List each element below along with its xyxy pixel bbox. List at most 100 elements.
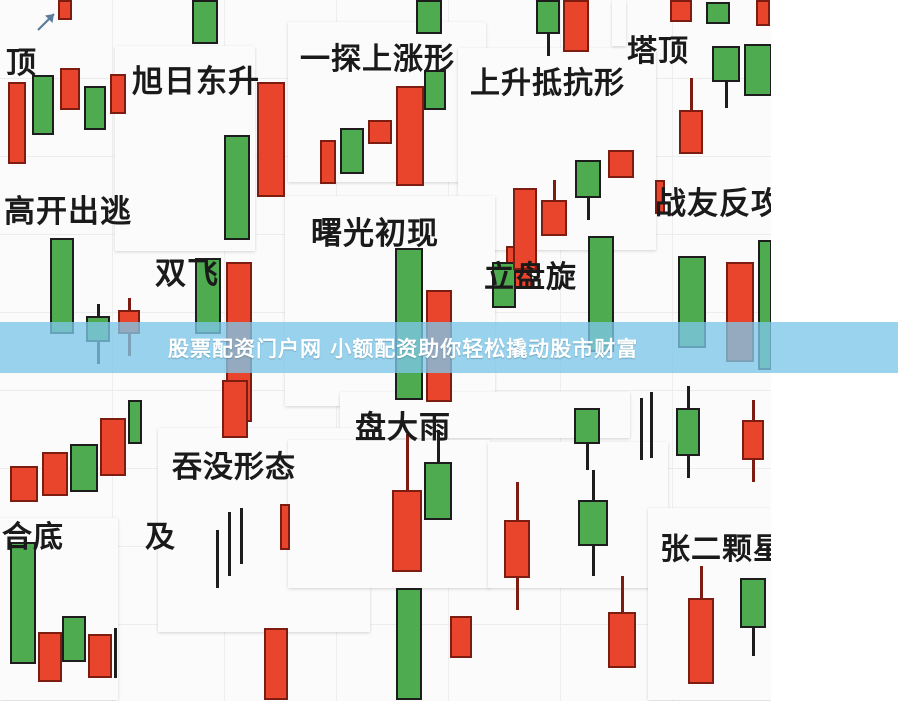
candle-body (60, 68, 80, 110)
candlestick-down (756, 0, 770, 26)
candlestick-down (58, 0, 72, 20)
candle-body (32, 75, 54, 135)
candle-body (655, 180, 665, 214)
candlestick-up (574, 408, 600, 470)
candlestick-pattern-collage: 顶旭日东升 一探上涨形 上升抵抗形 塔顶 高开出逃 双飞 曙光初现 立盘旋 战友反攻 盘大雨 吞没形… (0, 0, 771, 701)
candlestick-up (62, 616, 86, 662)
candlestick-up (744, 44, 771, 96)
candlestick-down (655, 180, 665, 214)
pattern-label: 塔顶 (627, 34, 689, 69)
candlestick-down (257, 82, 285, 197)
candle-body (128, 400, 142, 444)
candle-body (264, 628, 288, 700)
candlestick-up (192, 0, 218, 44)
candlestick-up (678, 256, 706, 348)
candle-body (110, 74, 126, 114)
candlestick-down (450, 616, 472, 658)
candle-body (450, 616, 472, 658)
candle-body (536, 0, 560, 34)
candlestick-down (110, 74, 126, 114)
candle-body (192, 0, 218, 44)
candlestick-up (70, 444, 98, 492)
candle-body (8, 82, 26, 164)
candle-body (368, 120, 392, 144)
candlestick-down (280, 504, 290, 550)
candle-body (726, 262, 754, 362)
candlestick-up (86, 304, 110, 364)
candle-body (392, 490, 422, 572)
candle-body (756, 0, 770, 26)
candle-body (38, 632, 62, 682)
candlestick-down (42, 452, 68, 496)
candle-body (563, 0, 589, 52)
candle-body (58, 0, 72, 20)
candlestick-down (688, 566, 714, 684)
candle-body (118, 310, 140, 334)
candlestick-down (264, 628, 288, 700)
candle-body (10, 542, 36, 664)
candlestick-up (395, 248, 423, 400)
pattern-label: 及 (145, 520, 176, 555)
candlestick-down (320, 140, 336, 184)
candlestick-down (742, 400, 764, 482)
mid-stroke-2 (650, 392, 653, 458)
candlestick-up (416, 0, 442, 34)
candlestick-down (608, 150, 634, 178)
candle-body (608, 150, 634, 178)
candle-body (426, 290, 452, 402)
pattern-label: 曙光初现 (311, 216, 439, 252)
candle-body (676, 408, 700, 456)
pattern-label: 双飞 (155, 256, 219, 292)
candlestick-up (84, 86, 106, 130)
candlestick-down (60, 68, 80, 110)
candle-body (395, 248, 423, 400)
candlestick-up (32, 75, 54, 135)
candlestick-up (424, 430, 452, 520)
mid-stroke-1 (640, 398, 643, 460)
candlestick-down (396, 86, 424, 186)
candle-body (541, 200, 567, 236)
candlestick-down (368, 120, 392, 144)
candle-body (424, 462, 452, 520)
candlestick-down (426, 290, 452, 402)
candlestick-up (536, 0, 560, 56)
candle-body (257, 82, 285, 197)
pattern-label: 盘大雨 (355, 410, 451, 446)
tun-mo-right-card (288, 440, 490, 588)
candlestick-down (8, 82, 26, 164)
candle-body (678, 256, 706, 348)
candlestick-down (504, 482, 530, 610)
pattern-label: 顶 (6, 46, 37, 81)
candle-body (706, 2, 730, 24)
candlestick-up (50, 238, 74, 334)
candle-body (86, 316, 110, 342)
candlestick-up (676, 386, 700, 478)
candlestick-up (396, 588, 422, 700)
candlestick-up (588, 236, 614, 352)
pattern-label: 战友反攻 (655, 186, 771, 222)
pattern-label: 旭日东升 (132, 64, 260, 100)
candle-body (42, 452, 68, 496)
candle-body (100, 418, 126, 476)
candle-body (280, 504, 290, 550)
pattern-label: 上升抵抗形 (470, 66, 625, 101)
candle-body (504, 520, 530, 578)
candle-body (396, 86, 424, 186)
tun-mo-stroke-2 (228, 512, 231, 576)
candlestick-up (128, 400, 142, 444)
ta-ding-card (612, 0, 626, 46)
candle-body (574, 408, 600, 444)
candle-body (50, 238, 74, 334)
candlestick-down (38, 632, 62, 682)
candlestick-up (340, 128, 364, 174)
candle-body (670, 0, 692, 22)
candle-body (84, 86, 106, 130)
candle-body (688, 598, 714, 684)
candlestick-up (740, 578, 766, 656)
gridline-horizontal (0, 624, 771, 625)
up-arrow-icon (34, 8, 60, 38)
candle-body (742, 420, 764, 460)
pattern-label: 高开出逃 (4, 194, 132, 230)
candle-body (758, 240, 771, 370)
